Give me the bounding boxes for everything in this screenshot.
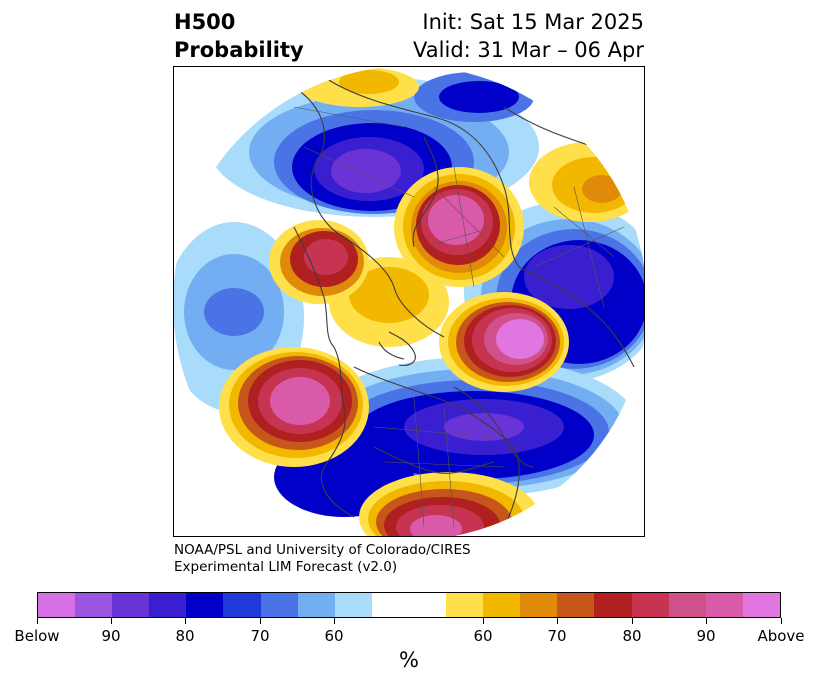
- colorbar-tick-label: 70: [547, 627, 567, 645]
- colorbar-segment: [742, 593, 780, 617]
- colorbar-units: %: [399, 648, 419, 672]
- colorbar-segment: [371, 593, 447, 617]
- colorbar-segment: [594, 593, 632, 617]
- colorbar-segment: [631, 593, 669, 617]
- colorbar-segment: [112, 593, 150, 617]
- forecast-dates: Init: Sat 15 Mar 2025 Valid: 31 Mar – 06…: [413, 8, 644, 64]
- map-title: H500 Probability: [174, 8, 304, 64]
- credit-line-1: NOAA/PSL and University of Colorado/CIRE…: [174, 542, 471, 558]
- valid-dates: Valid: 31 Mar – 06 Apr: [413, 38, 644, 62]
- colorbar-tick-label: 60: [324, 627, 344, 645]
- colorbar-tick-label: 80: [175, 627, 195, 645]
- colorbar-segment: [223, 593, 261, 617]
- colorbar-segment: [38, 593, 76, 617]
- colorbar-tick-label: 70: [250, 627, 270, 645]
- colorbar-tick: [483, 618, 484, 624]
- colorbar-tick: [632, 618, 633, 624]
- political-borders: [293, 106, 625, 528]
- colorbar-segment: [75, 593, 113, 617]
- init-date: Init: Sat 15 Mar 2025: [422, 10, 644, 34]
- colorbar-segment: [705, 593, 743, 617]
- colorbar-segment: [668, 593, 706, 617]
- colorbar-tick: [185, 618, 186, 624]
- title-field: Probability: [174, 38, 304, 62]
- colorbar-segment: [483, 593, 521, 617]
- colorbar-tick: [781, 618, 782, 624]
- colorbar-tick-label: 80: [622, 627, 642, 645]
- coastlines: [293, 76, 644, 528]
- data-credit: NOAA/PSL and University of Colorado/CIRE…: [174, 542, 471, 576]
- colorbar-tick: [37, 618, 38, 624]
- colorbar-tick: [260, 618, 261, 624]
- colorbar-tick-label: Below: [14, 627, 60, 645]
- colorbar-segment: [520, 593, 558, 617]
- probability-colorbar: [37, 592, 781, 618]
- colorbar-tick-label: Above: [757, 627, 805, 645]
- colorbar-tick-label: 90: [101, 627, 121, 645]
- colorbar-tick: [334, 618, 335, 624]
- colorbar-tick-label: 60: [473, 627, 493, 645]
- colorbar-tick-label: 90: [696, 627, 716, 645]
- colorbar-segment: [186, 593, 224, 617]
- colorbar-tick: [557, 618, 558, 624]
- colorbar-segment: [149, 593, 187, 617]
- colorbar-segment: [297, 593, 335, 617]
- colorbar-segment: [334, 593, 372, 617]
- colorbar-segment: [446, 593, 484, 617]
- colorbar-segment: [260, 593, 298, 617]
- map-canvas: [174, 67, 644, 536]
- title-variable: H500: [174, 10, 236, 34]
- probability-map: [173, 66, 645, 537]
- colorbar-tick: [111, 618, 112, 624]
- colorbar-tick: [706, 618, 707, 624]
- colorbar-segment: [557, 593, 595, 617]
- credit-line-2: Experimental LIM Forecast (v2.0): [174, 559, 398, 575]
